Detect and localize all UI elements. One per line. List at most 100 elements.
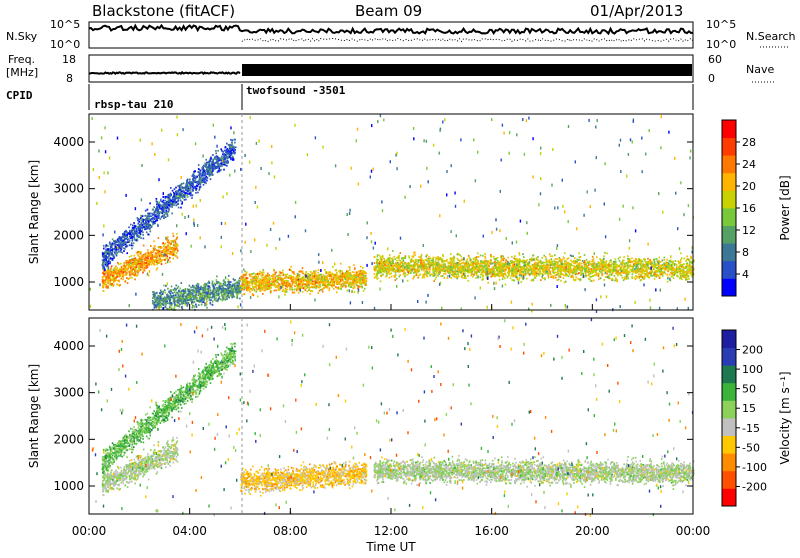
- range-gate-cell: [180, 196, 182, 198]
- range-gate-cell: [197, 182, 199, 184]
- range-gate-cell: [296, 279, 298, 281]
- range-gate-cell: [201, 293, 203, 295]
- range-gate-cell: [172, 198, 174, 200]
- range-gate-cell: [267, 283, 269, 285]
- range-gate-cell: [112, 258, 114, 260]
- range-gate-cell: [112, 277, 114, 279]
- range-gate-cell: [136, 230, 138, 232]
- scatter-band: [152, 275, 242, 311]
- range-gate-cell: [209, 299, 211, 301]
- range-gate-cell: [680, 252, 682, 254]
- range-gate-cell: [177, 301, 179, 303]
- range-gate-cell: [212, 168, 214, 170]
- range-gate-cell: [142, 263, 144, 265]
- range-gate-cell: [153, 209, 155, 211]
- range-gate-cell: [127, 282, 129, 284]
- range-gate-cell: [209, 291, 211, 293]
- range-gate-cell: [156, 300, 158, 302]
- range-gate-cell: [548, 277, 550, 279]
- range-gate-cell: [239, 288, 241, 290]
- cpid-segment-2: twofsound -3501: [246, 84, 346, 97]
- range-gate-cell: [165, 304, 167, 306]
- range-gate-cell: [197, 192, 199, 194]
- range-gate-cell: [225, 146, 227, 148]
- range-gate-cell: [203, 300, 205, 302]
- range-gate-cell: [138, 267, 140, 269]
- range-gate-cell: [103, 286, 105, 288]
- range-gate-cell: [244, 281, 246, 283]
- range-gate-cell: [170, 187, 172, 189]
- range-gate-cell: [126, 236, 128, 238]
- range-gate-cell: [274, 290, 276, 292]
- range-gate-cell: [324, 276, 326, 278]
- range-gate-cell: [362, 286, 364, 288]
- range-gate-cell: [676, 272, 678, 274]
- range-gate-cell: [215, 152, 217, 154]
- range-gate-cell: [203, 180, 205, 182]
- range-gate-cell: [129, 244, 131, 246]
- beam-title: Beam 09: [355, 2, 422, 20]
- range-gate-cell: [143, 238, 145, 240]
- range-gate-cell: [173, 235, 175, 237]
- range-gate-cell: [161, 247, 163, 249]
- range-gate-cell: [292, 284, 294, 286]
- range-gate-cell: [275, 279, 277, 281]
- freq-tick-bottom: 8: [66, 72, 73, 85]
- range-gate-cell: [170, 242, 172, 244]
- range-gate-cell: [189, 179, 191, 181]
- range-gate-cell: [177, 201, 179, 203]
- range-gate-cell: [190, 287, 192, 289]
- range-gate-cell: [124, 232, 126, 234]
- range-gate-cell: [293, 289, 295, 291]
- range-gate-cell: [199, 189, 201, 191]
- range-gate-cell: [304, 283, 306, 285]
- range-gate-cell: [172, 292, 174, 294]
- range-gate-cell: [362, 279, 364, 281]
- range-gate-cell: [306, 285, 308, 287]
- range-gate-cell: [167, 258, 169, 260]
- range-gate-cell: [334, 281, 336, 283]
- range-gate-cell: [165, 200, 167, 202]
- range-gate-cell: [164, 289, 166, 291]
- nave-tick-top: 60: [708, 53, 722, 66]
- range-gate-cell: [150, 258, 152, 260]
- range-gate-cell: [301, 271, 303, 273]
- range-gate-cell: [245, 274, 247, 276]
- range-gate-cell: [233, 148, 235, 150]
- range-gate-cell: [292, 271, 294, 273]
- range-gate-cell: [198, 180, 200, 182]
- range-gate-cell: [299, 284, 301, 286]
- range-gate-cell: [208, 166, 210, 168]
- range-gate-cell: [215, 294, 217, 296]
- range-gate-cell: [162, 208, 164, 210]
- range-gate-cell: [152, 297, 154, 299]
- range-gate-cell: [289, 283, 291, 285]
- range-gate-cell: [207, 177, 209, 179]
- range-gate-cell: [215, 158, 217, 160]
- range-gate-cell: [246, 287, 248, 289]
- range-gate-cell: [157, 201, 159, 203]
- range-gate-cell: [180, 207, 182, 209]
- range-gate-cell: [207, 288, 209, 290]
- range-gate-cell: [624, 277, 626, 279]
- range-gate-cell: [187, 304, 189, 306]
- range-gate-cell: [223, 284, 225, 286]
- range-gate-cell: [107, 282, 109, 284]
- range-gate-cell: [275, 289, 277, 291]
- range-gate-cell: [109, 273, 111, 275]
- range-gate-cell: [140, 215, 142, 217]
- range-gate-cell: [143, 245, 145, 247]
- range-gate-cell: [293, 278, 295, 280]
- noise-tick-left-bottom: 10^0: [50, 38, 80, 51]
- range-gate-cell: [195, 299, 197, 301]
- range-gate-cell: [216, 279, 218, 281]
- range-gate-cell: [191, 295, 193, 297]
- range-gate-cell: [217, 299, 219, 301]
- range-gate-cell: [124, 234, 126, 236]
- range-gate-cell: [219, 298, 221, 300]
- range-gate-cell: [614, 275, 616, 277]
- range-gate-cell: [173, 245, 175, 247]
- range-gate-cell: [103, 259, 105, 261]
- range-gate-cell: [214, 168, 216, 170]
- range-gate-cell: [192, 175, 194, 177]
